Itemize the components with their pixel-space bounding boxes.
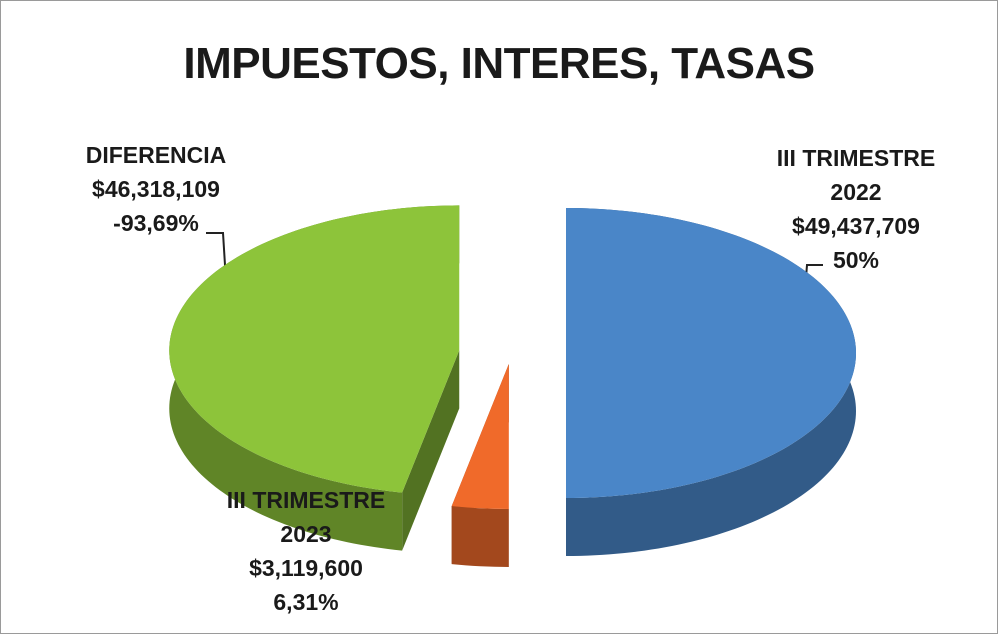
- value-label: $46,318,109: [92, 176, 220, 202]
- pie-slice: [169, 205, 460, 551]
- percent-label: 50%: [832, 247, 880, 273]
- data-label: III TRIMESTRE 2023 $3,119,600 6,31%: [221, 483, 391, 619]
- data-label: DIFERENCIA $46,318,109 -93,69%: [61, 138, 251, 240]
- pie-slice: [566, 208, 856, 556]
- category-label: III TRIMESTRE 2023: [226, 487, 386, 547]
- slice-top: [566, 208, 856, 498]
- category-label: DIFERENCIA: [85, 142, 227, 168]
- slice-wall: [451, 506, 509, 567]
- value-label: $49,437,709: [792, 213, 920, 239]
- data-label: III TRIMESTRE 2022 $49,437,709 50%: [771, 141, 941, 277]
- pie: [169, 205, 856, 567]
- slice-side: [402, 350, 460, 551]
- value-label: $3,119,600: [249, 555, 363, 581]
- percent-label: -93,69%: [113, 210, 199, 236]
- percent-label: 6,31%: [273, 589, 339, 615]
- slice-top: [451, 363, 509, 509]
- category-label: III TRIMESTRE 2022: [776, 145, 936, 205]
- pie-slice: [451, 363, 509, 567]
- chart-title: IMPUESTOS, INTERES, TASAS: [183, 39, 815, 88]
- slice-top: [169, 205, 460, 493]
